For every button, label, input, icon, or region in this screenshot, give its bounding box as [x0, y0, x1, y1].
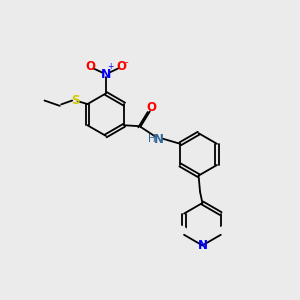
Text: N: N	[154, 133, 164, 146]
Text: H: H	[148, 134, 156, 144]
Text: S: S	[71, 94, 80, 107]
Text: N: N	[197, 239, 207, 252]
Text: -: -	[124, 57, 128, 67]
Text: O: O	[116, 61, 126, 74]
Text: N: N	[100, 68, 111, 81]
Text: O: O	[85, 61, 95, 74]
Text: +: +	[107, 62, 113, 71]
Text: O: O	[146, 101, 156, 114]
